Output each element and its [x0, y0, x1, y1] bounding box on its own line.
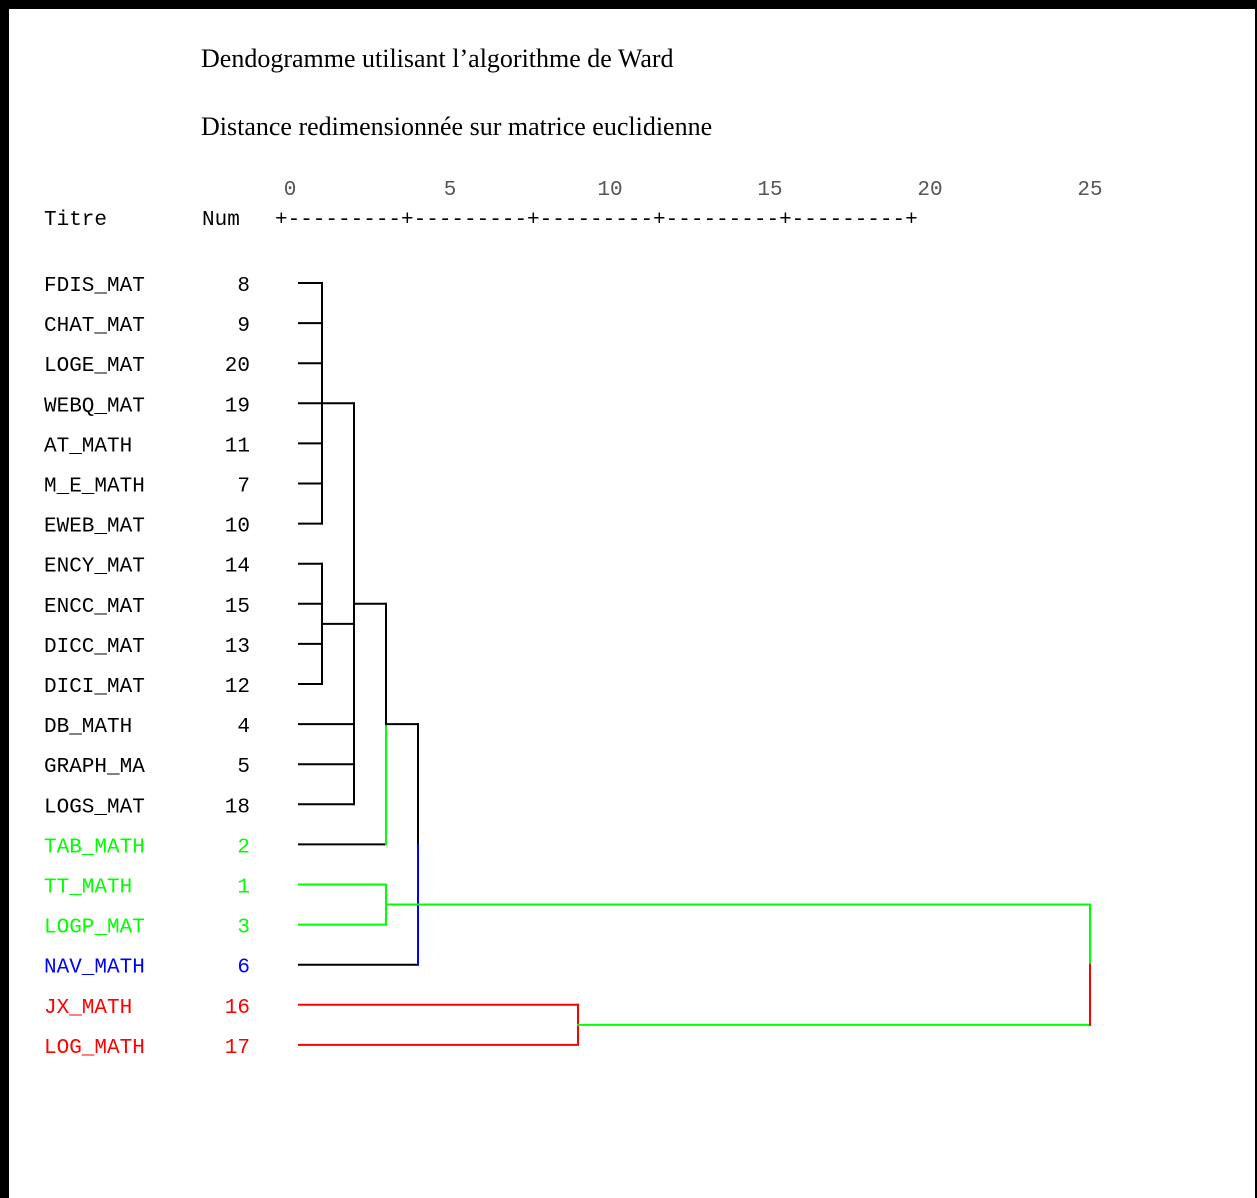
dendrogram-links	[298, 282, 1091, 1046]
leaf-num: 1	[237, 877, 250, 900]
leaf-title: LOGP_MAT	[44, 917, 145, 940]
scale-tick-label: 20	[917, 179, 942, 202]
leaf-title: FDIS_MAT	[44, 275, 145, 298]
leaf-num: 10	[225, 516, 250, 539]
leaf-title: TT_MATH	[44, 877, 132, 900]
leaf-title: AT_MATH	[44, 435, 132, 458]
leaf-title: JX_MATH	[44, 997, 132, 1020]
leaf-num: 19	[225, 395, 250, 418]
leaf-title: LOG_MATH	[44, 1037, 145, 1060]
scale-tick-label: 15	[757, 179, 782, 202]
leaf-title: WEBQ_MAT	[44, 395, 145, 418]
leaf-num: 17	[225, 1037, 250, 1060]
leaf-num: 11	[225, 435, 250, 458]
leaf-title: DICI_MAT	[44, 676, 145, 699]
scale-tick-label: 10	[597, 179, 622, 202]
scale-tick-label: 5	[444, 179, 457, 202]
scale-ruler: +---------+---------+---------+---------…	[275, 209, 918, 232]
leaf-title: CHAT_MAT	[44, 315, 145, 338]
leaf-title: EWEB_MAT	[44, 516, 145, 539]
leaf-num: 12	[225, 676, 250, 699]
leaf-title: NAV_MATH	[44, 957, 145, 980]
leaf-num: 14	[225, 556, 250, 579]
leaf-num: 20	[225, 355, 250, 378]
leaf-num: 15	[225, 596, 250, 619]
leaf-title: ENCC_MAT	[44, 596, 145, 619]
leaf-title: LOGS_MAT	[44, 796, 145, 819]
leaf-title: LOGE_MAT	[44, 355, 145, 378]
leaf-title: GRAPH_MA	[44, 756, 145, 779]
scale-tick-label: 0	[284, 179, 297, 202]
scale-axis: Titre Num +---------+---------+---------…	[44, 209, 918, 232]
leaf-num: 8	[237, 275, 250, 298]
scale-tick-label: 25	[1077, 179, 1102, 202]
leaf-title: M_E_MATH	[44, 476, 145, 499]
leaf-num: 18	[225, 796, 250, 819]
header-num: Num	[202, 209, 240, 232]
leaf-num: 13	[225, 636, 250, 659]
leaf-num: 7	[237, 476, 250, 499]
leaf-title: ENCY_MAT	[44, 556, 145, 579]
leaf-title: DICC_MAT	[44, 636, 145, 659]
leaf-num: 16	[225, 997, 250, 1020]
leaf-num: 6	[237, 957, 250, 980]
leaf-labels: FDIS_MAT 8 CHAT_MAT 9 LOGE_MAT 20 WEBQ_MAT 19 AT…	[44, 275, 250, 1060]
leaf-title: TAB_MATH	[44, 836, 145, 859]
leaf-title: DB_MATH	[44, 716, 132, 739]
leaf-num: 3	[237, 917, 250, 940]
scale-tick-labels: 0 5 10 15 20 25	[284, 179, 1103, 202]
chart-title: Dendogramme utilisant l’algorithme de Wa…	[201, 44, 674, 73]
leaf-num: 5	[237, 756, 250, 779]
chart-subtitle: Distance redimensionnée sur matrice eucl…	[201, 112, 713, 141]
header-titre: Titre	[44, 209, 107, 232]
leaf-num: 2	[237, 836, 250, 859]
leaf-num: 4	[237, 716, 250, 739]
leaf-num: 9	[237, 315, 250, 338]
